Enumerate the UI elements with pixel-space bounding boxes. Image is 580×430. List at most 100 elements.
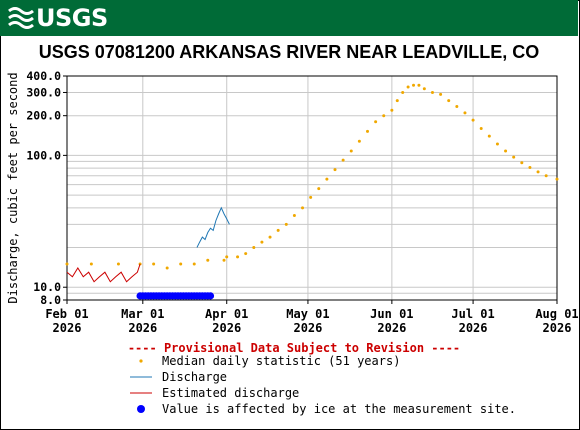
x-tick-month: Apr 01	[205, 307, 248, 321]
median-point	[357, 139, 361, 143]
median-point	[463, 111, 467, 115]
median-point	[309, 195, 313, 199]
discharge-series	[196, 206, 230, 248]
legend-item-ice: Value is affected by ice at the measurem…	[130, 401, 516, 417]
y-tick-label: 100.0	[26, 148, 61, 162]
usgs-banner: USGS	[0, 0, 578, 36]
x-tick-year: 2026	[377, 321, 406, 335]
median-point	[65, 262, 69, 266]
legend: ---- Provisional Data Subject to Revisio…	[0, 341, 578, 416]
legend-item-median: Median daily statistic (51 years)	[130, 353, 400, 369]
discharge-swatch-icon	[130, 371, 152, 383]
median-point	[349, 149, 353, 153]
median-point	[192, 262, 196, 266]
usgs-wave-icon	[8, 7, 34, 29]
x-tick-year: 2026	[212, 321, 241, 335]
median-point	[374, 120, 378, 124]
provisional-notice: ---- Provisional Data Subject to Revisio…	[127, 341, 461, 355]
median-point	[439, 92, 443, 96]
y-tick-label: 300.0	[26, 85, 61, 99]
x-tick-month: May 01	[286, 307, 329, 321]
x-tick-month: Mar 01	[121, 307, 164, 321]
y-tick-label: 400.0	[26, 69, 61, 83]
median-point	[116, 262, 120, 266]
median-point	[268, 235, 272, 239]
median-point	[382, 114, 386, 118]
plot-area-border	[66, 75, 558, 301]
ice-swatch-icon	[130, 403, 152, 415]
median-point	[422, 87, 426, 91]
median-point	[284, 222, 288, 226]
median-series	[65, 83, 559, 270]
median-point	[244, 252, 248, 256]
median-point	[395, 99, 399, 103]
legend-item-estimated: Estimated discharge	[130, 385, 299, 401]
median-point	[222, 258, 226, 262]
legend-label-discharge: Discharge	[162, 370, 228, 384]
estimated-series	[66, 263, 141, 283]
x-tick-year: 2026	[293, 321, 322, 335]
median-point	[447, 99, 451, 103]
median-point	[504, 149, 508, 153]
median-point	[365, 129, 369, 133]
median-point	[536, 170, 540, 174]
ice-series	[136, 292, 215, 300]
median-point	[417, 83, 421, 87]
x-tick-year: 2026	[53, 321, 82, 335]
median-point	[528, 165, 532, 169]
median-point	[292, 213, 296, 217]
median-point	[390, 108, 394, 112]
median-point	[406, 85, 410, 89]
y-axis-ticks: 8.010.0 100.0 200.0 300.0 400.0	[26, 69, 67, 307]
y-tick-label: 10.0	[33, 280, 61, 294]
median-point	[252, 246, 256, 250]
median-point	[412, 83, 416, 87]
median-point	[430, 90, 434, 94]
x-tick-month: Jun 01	[370, 307, 413, 321]
x-tick-month: Aug 01	[535, 307, 578, 321]
median-point	[487, 134, 491, 138]
x-tick-month: Jul 01	[451, 307, 494, 321]
median-point	[555, 177, 559, 181]
median-point	[236, 255, 240, 259]
median-point	[471, 118, 475, 122]
median-point	[260, 240, 264, 244]
grid-lines	[66, 75, 558, 301]
x-tick-year: 2026	[459, 321, 488, 335]
median-point	[544, 174, 548, 178]
median-point	[276, 228, 280, 232]
legend-label-median: Median daily statistic (51 years)	[162, 354, 401, 368]
y-tick-label: 8.0	[40, 293, 61, 307]
estimated-line	[66, 263, 141, 283]
estimated-swatch-icon	[130, 387, 152, 399]
y-axis-label: Discharge, cubic feet per second	[6, 72, 20, 303]
ice-point	[206, 292, 215, 300]
median-point	[325, 177, 329, 181]
median-point	[520, 161, 524, 165]
median-point	[341, 158, 345, 162]
usgs-logo-text: USGS	[36, 4, 108, 32]
median-point	[455, 104, 459, 108]
legend-label-estimated: Estimated discharge	[162, 386, 300, 400]
usgs-logo[interactable]: USGS	[8, 2, 108, 34]
median-point	[165, 266, 169, 270]
median-point	[512, 155, 516, 159]
median-point	[401, 90, 405, 94]
median-point	[206, 258, 210, 262]
chart-title: USGS 07081200 ARKANSAS RIVER NEAR LEADVI…	[38, 42, 540, 62]
x-tick-month: Feb 01	[45, 307, 88, 321]
discharge-line	[196, 206, 230, 248]
y-tick-label: 200.0	[26, 109, 61, 123]
median-point	[317, 187, 321, 191]
median-point	[479, 126, 483, 130]
x-tick-year: 2026	[543, 321, 572, 335]
legend-item-discharge: Discharge	[130, 369, 227, 385]
median-swatch-icon	[130, 355, 152, 367]
median-point	[225, 255, 229, 259]
median-point	[333, 168, 337, 172]
median-point	[89, 262, 93, 266]
median-point	[152, 262, 156, 266]
